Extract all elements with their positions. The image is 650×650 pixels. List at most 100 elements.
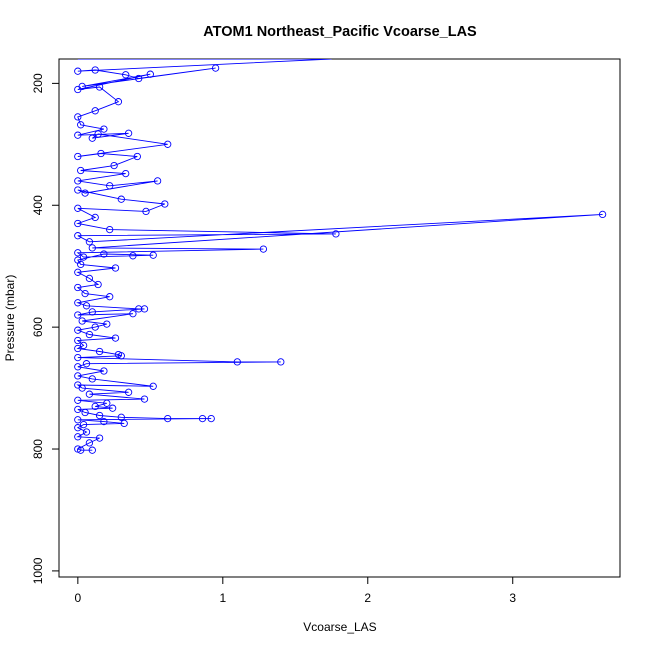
data-point xyxy=(91,213,99,222)
data-point xyxy=(78,384,86,392)
data-point xyxy=(74,396,82,404)
data-point xyxy=(91,66,99,74)
data-point xyxy=(79,420,88,429)
data-point xyxy=(74,85,82,94)
data-point xyxy=(77,446,85,454)
data-point xyxy=(106,225,114,234)
data-point xyxy=(85,439,94,447)
data-point xyxy=(74,336,82,345)
data-point xyxy=(74,326,82,334)
data-point xyxy=(97,149,105,158)
data-point xyxy=(74,249,82,257)
data-point xyxy=(259,245,268,253)
data-point xyxy=(149,251,157,259)
x-axis: 0 1 2 3 xyxy=(75,576,516,605)
data-point xyxy=(124,388,133,396)
data-point xyxy=(81,408,89,417)
data-point xyxy=(88,308,96,316)
data-point xyxy=(74,219,82,228)
data-point xyxy=(332,230,340,238)
data-point xyxy=(100,125,108,133)
data-point xyxy=(74,113,82,121)
data-point xyxy=(79,253,88,261)
data-point xyxy=(85,330,94,339)
data-point xyxy=(146,70,154,78)
data-point xyxy=(140,395,149,403)
y-tick-label: 1000 xyxy=(31,557,45,584)
data-point xyxy=(85,390,94,398)
data-point xyxy=(164,414,172,423)
data-point xyxy=(103,399,111,407)
data-point xyxy=(106,293,114,301)
data-point xyxy=(140,305,149,313)
data-point xyxy=(81,189,89,197)
y-tick-label: 200 xyxy=(31,73,45,93)
data-point xyxy=(161,200,169,208)
data-point xyxy=(82,428,91,436)
data-point xyxy=(91,323,99,331)
data-point xyxy=(85,238,94,246)
y-axis: 200 400 600 800 1000 xyxy=(31,73,60,584)
data-point xyxy=(135,305,143,313)
data-point xyxy=(153,177,162,185)
data-point xyxy=(100,367,108,375)
data-point xyxy=(74,353,82,362)
x-tick-label: 3 xyxy=(509,591,516,605)
data-point xyxy=(207,414,215,423)
data-point xyxy=(74,204,82,212)
data-point xyxy=(122,169,130,178)
data-point xyxy=(129,310,137,318)
data-point xyxy=(74,152,82,161)
data-point xyxy=(74,283,82,292)
y-tick-label: 600 xyxy=(31,317,45,337)
data-point xyxy=(77,166,85,175)
data-point xyxy=(135,74,143,83)
data-point xyxy=(74,363,82,371)
data-point xyxy=(117,195,125,203)
data-point xyxy=(82,302,91,310)
data-point xyxy=(85,274,94,283)
data-point xyxy=(110,161,118,170)
data-point xyxy=(74,232,82,240)
data-point xyxy=(198,414,207,423)
data-point xyxy=(74,344,82,353)
data-point xyxy=(149,382,157,390)
data-point xyxy=(74,268,82,276)
series-points xyxy=(74,64,607,454)
data-point xyxy=(94,280,102,289)
data-point xyxy=(88,446,96,454)
data-point xyxy=(95,411,104,420)
data-point xyxy=(77,121,85,129)
data-point xyxy=(122,71,130,79)
data-point xyxy=(100,417,108,426)
data-point xyxy=(95,347,104,356)
data-point xyxy=(133,152,141,161)
data-point xyxy=(74,372,82,380)
data-point xyxy=(114,98,123,106)
data-point xyxy=(117,413,125,421)
y-tick-label: 800 xyxy=(31,439,45,459)
data-point xyxy=(120,419,128,428)
data-point xyxy=(95,83,104,91)
data-point xyxy=(164,140,172,148)
data-point xyxy=(74,67,82,75)
data-point xyxy=(77,260,85,269)
data-point xyxy=(129,252,137,260)
data-point xyxy=(111,334,120,342)
data-point xyxy=(233,358,241,366)
x-axis-label: Vcoarse_LAS xyxy=(303,620,376,634)
data-point xyxy=(91,107,99,115)
y-axis-label: Pressure (mbar) xyxy=(3,275,17,362)
data-point xyxy=(74,416,82,424)
data-point xyxy=(108,404,117,412)
x-tick-label: 0 xyxy=(75,591,82,605)
data-point xyxy=(74,424,82,432)
data-point xyxy=(78,317,86,325)
data-point xyxy=(81,289,89,298)
data-point xyxy=(211,64,220,72)
data-point xyxy=(277,358,285,366)
data-point xyxy=(74,177,82,185)
data-point xyxy=(94,130,102,138)
data-point xyxy=(106,182,114,190)
data-point xyxy=(74,131,82,139)
